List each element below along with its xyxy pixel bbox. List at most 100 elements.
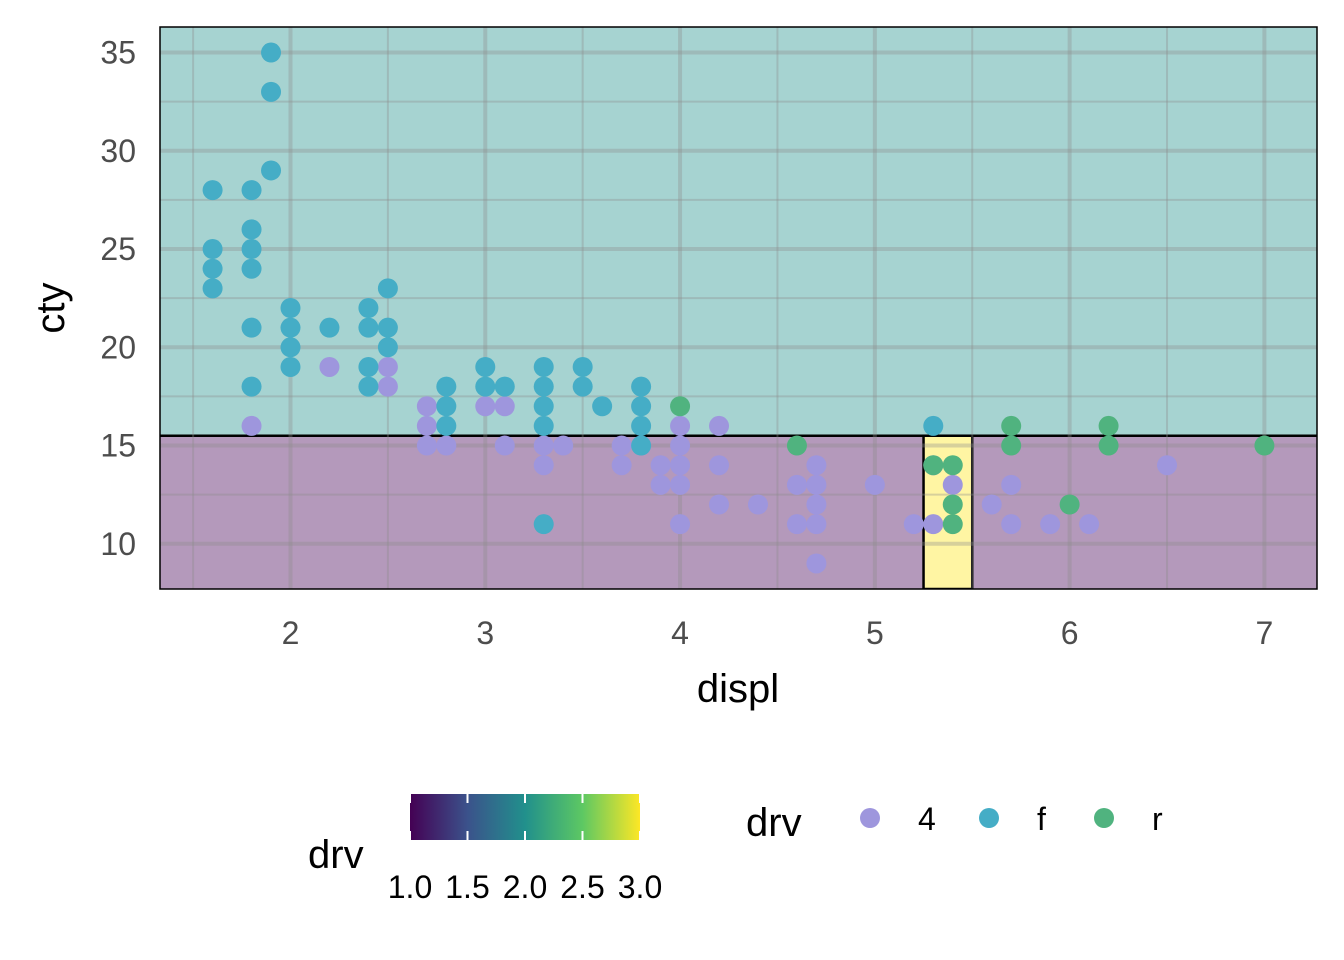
point-drv-f: [377, 278, 398, 299]
x-tick-label: 5: [866, 615, 884, 651]
legend-label-f: f: [1037, 801, 1046, 837]
point-drv-r: [942, 494, 963, 515]
point-drv-4: [494, 435, 515, 456]
point-drv-f: [202, 258, 223, 279]
grid-lines: [160, 27, 1317, 589]
point-drv-f: [280, 317, 301, 338]
point-drv-4: [241, 415, 262, 436]
x-axis-title: displ: [697, 667, 779, 711]
legend-label-r: r: [1152, 801, 1163, 837]
point-drv-4: [709, 494, 730, 515]
plot-panel-border: [159, 26, 1318, 590]
x-axis-ticks: 2 3 4 5 6 7: [282, 615, 1274, 651]
point-drv-f: [280, 356, 301, 377]
colorbar-legend-title: drv: [308, 833, 364, 877]
point-drv-4: [923, 514, 944, 535]
point-drv-f: [280, 337, 301, 358]
point-drv-4: [416, 435, 437, 456]
point-drv-f: [358, 356, 379, 377]
point-drv-f: [572, 376, 593, 397]
y-tick-label: 20: [100, 329, 136, 365]
point-drv-r: [670, 396, 691, 417]
point-drv-f: [280, 298, 301, 318]
point-drv-r: [942, 455, 963, 476]
y-tick-label: 35: [100, 35, 136, 71]
point-drv-f: [475, 376, 496, 397]
point-drv-4: [1040, 514, 1061, 535]
point-drv-f: [377, 317, 398, 338]
point-drv-f: [631, 396, 652, 417]
point-drv-4: [1157, 455, 1178, 476]
y-tick-label: 10: [100, 526, 136, 562]
point-drv-r: [1001, 435, 1022, 456]
legend-label-4: 4: [918, 801, 936, 837]
point-drv-4: [650, 455, 671, 476]
point-drv-f: [358, 376, 379, 397]
y-tick-label: 15: [100, 428, 136, 464]
point-drv-f: [261, 160, 282, 181]
point-drv-4: [533, 455, 554, 476]
point-drv-4: [436, 435, 457, 456]
point-drv-r: [1254, 435, 1275, 456]
point-drv-4: [416, 396, 437, 417]
point-drv-f: [202, 239, 223, 260]
y-axis-title: cty: [29, 282, 73, 333]
point-drv-f: [241, 317, 262, 338]
point-drv-f: [592, 396, 613, 417]
point-drv-4: [786, 474, 807, 495]
point-drv-f: [358, 317, 379, 338]
point-drv-f: [241, 258, 262, 279]
point-drv-4: [670, 455, 691, 476]
point-drv-f: [475, 356, 496, 377]
point-drv-f: [241, 180, 262, 201]
point-drv-f: [533, 396, 554, 417]
point-legend: drv 4 f r: [746, 801, 1163, 845]
x-tick-label: 7: [1256, 615, 1274, 651]
point-drv-r: [1098, 415, 1119, 436]
point-legend-entries: 4 f r: [860, 801, 1163, 837]
point-drv-4: [670, 514, 691, 535]
point-drv-f: [572, 356, 593, 377]
point-drv-f: [436, 415, 457, 436]
point-drv-4: [709, 415, 730, 436]
point-drv-4: [942, 474, 963, 495]
background-regions: [160, 27, 1317, 589]
point-drv-f: [358, 298, 379, 318]
x-tick-label: 3: [476, 615, 494, 651]
point-drv-f: [631, 415, 652, 436]
point-drv-f: [436, 396, 457, 417]
point-drv-4: [611, 435, 632, 456]
point-drv-4: [981, 494, 1002, 515]
legend-key-f: [979, 808, 999, 828]
point-drv-4: [806, 553, 827, 574]
point-drv-f: [533, 376, 554, 397]
point-drv-4: [650, 474, 671, 495]
point-drv-f: [377, 337, 398, 358]
point-drv-f: [202, 180, 223, 201]
point-drv-4: [903, 514, 924, 535]
point-drv-4: [611, 455, 632, 476]
point-drv-r: [786, 435, 807, 456]
point-drv-4: [1001, 474, 1022, 495]
point-drv-4: [786, 514, 807, 535]
point-drv-r: [1059, 494, 1080, 515]
point-drv-f: [436, 376, 457, 397]
point-drv-4: [377, 356, 398, 377]
point-drv-4: [475, 396, 496, 417]
point-drv-r: [923, 455, 944, 476]
point-drv-f: [261, 81, 282, 102]
colorbar-tick-label: 2.5: [560, 869, 604, 905]
colorbar-tick-label: 2.0: [503, 869, 547, 905]
point-drv-4: [533, 435, 554, 456]
background-region-1: [160, 27, 1317, 436]
point-drv-f: [923, 415, 944, 436]
background-region-0: [160, 435, 1317, 589]
point-drv-4: [1001, 514, 1022, 535]
point-drv-f: [494, 376, 515, 397]
colorbar-tick-label: 1.0: [388, 869, 432, 905]
point-drv-r: [1098, 435, 1119, 456]
point-legend-title: drv: [746, 801, 802, 845]
colorbar-tick-label: 1.5: [445, 869, 489, 905]
point-drv-f: [631, 435, 652, 456]
point-drv-4: [747, 494, 768, 515]
